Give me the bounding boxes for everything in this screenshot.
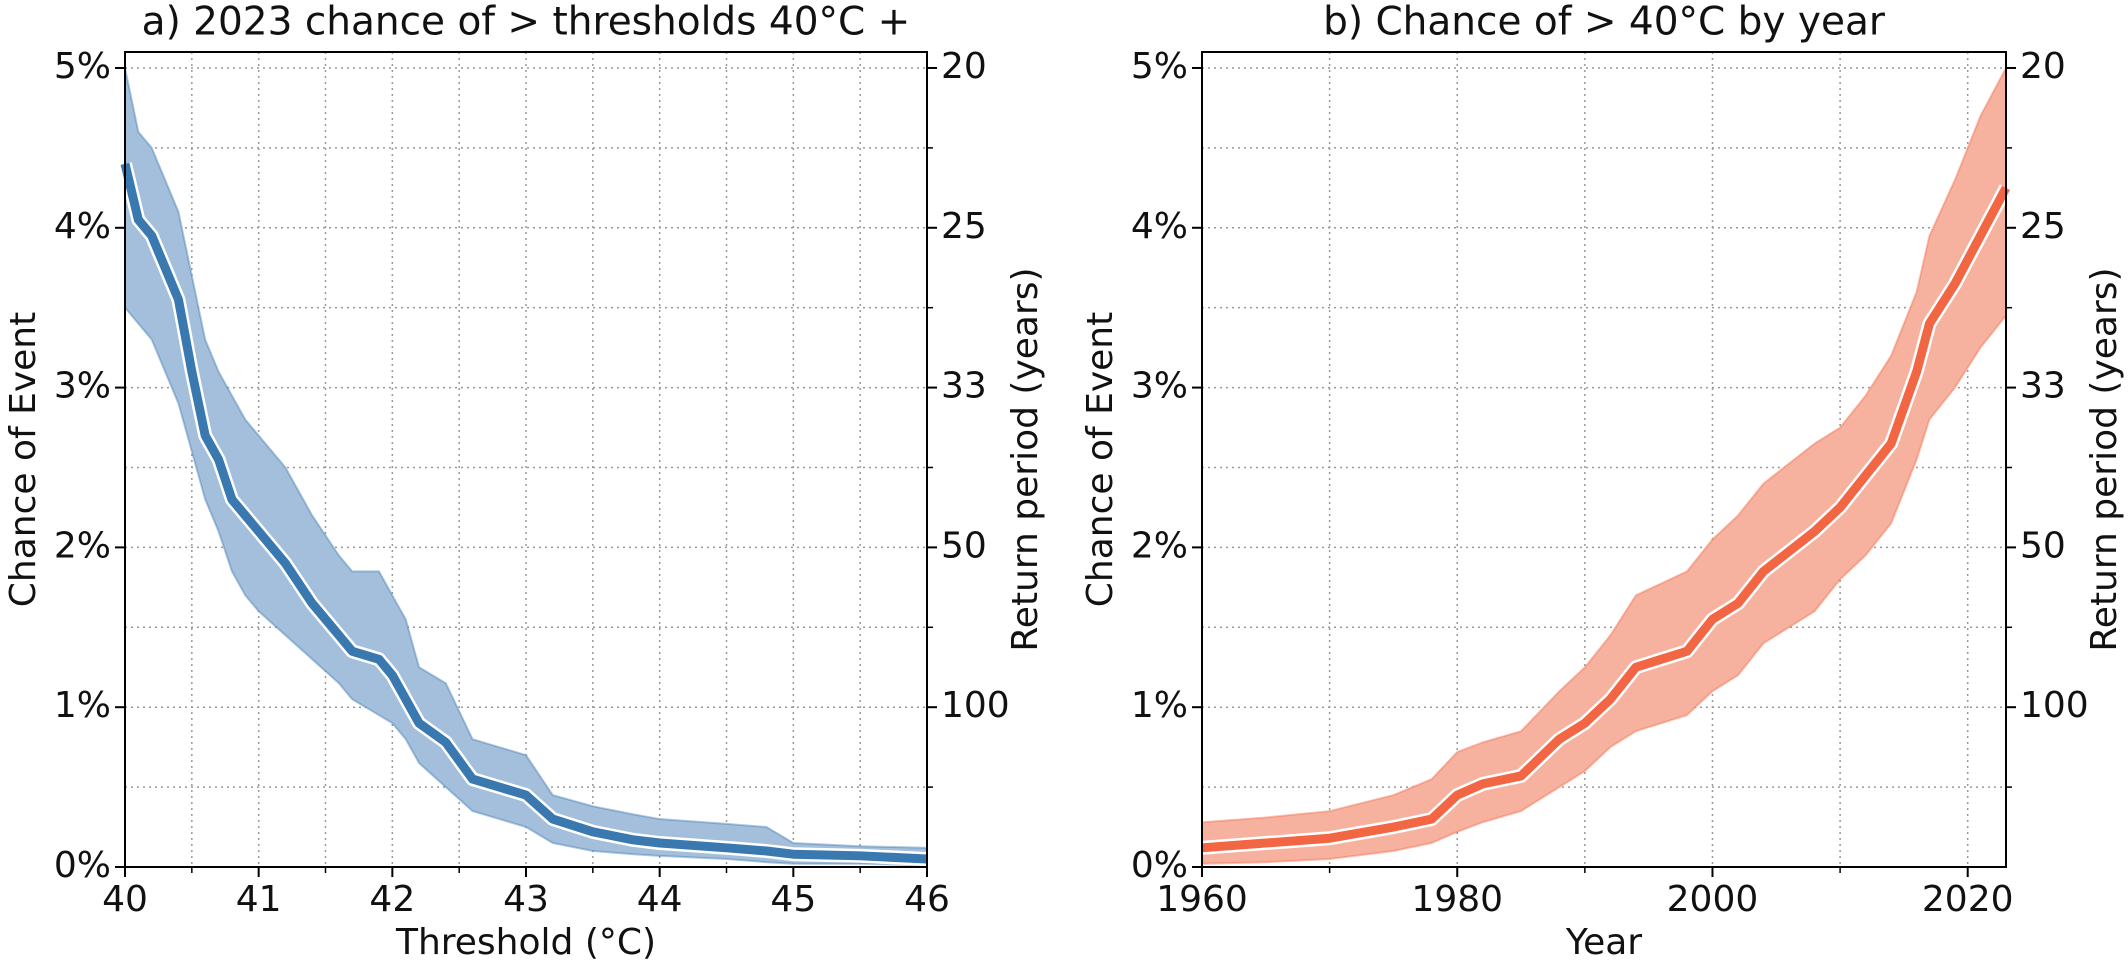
x-axis-label: Threshold (°C) (395, 922, 656, 963)
y-tick-label: 3% (54, 366, 111, 407)
x-tick-label: 2020 (1922, 879, 2014, 920)
y2-tick-label: 25 (941, 206, 987, 247)
y2-tick-label: 50 (2020, 525, 2066, 566)
median-line (1201, 185, 2010, 853)
chart-title: a) 2023 chance of > thresholds 40°C + (142, 0, 911, 45)
y2-tick-label: 20 (2020, 46, 2066, 87)
y2-tick-label: 50 (941, 525, 987, 566)
y-tick-label: 5% (1131, 46, 1188, 87)
y-tick-label: 2% (54, 525, 111, 566)
x-tick-label: 41 (236, 879, 282, 920)
chart-title: b) Chance of > 40°C by year (1323, 0, 1886, 45)
x-tick-label: 46 (904, 879, 950, 920)
y-axis-label: Chance of Event (3, 312, 44, 608)
median-line (120, 162, 928, 864)
y-tick-label: 0% (54, 845, 111, 886)
x-tick-label: 42 (369, 879, 415, 920)
y-axis-label: Chance of Event (1080, 312, 1121, 608)
y2-tick-label: 100 (2020, 685, 2089, 726)
x-tick-label: 1980 (1411, 879, 1503, 920)
y-tick-label: 4% (54, 206, 111, 247)
y2-axis-label: Return period (years) (1005, 267, 1046, 651)
x-tick-label: 1960 (1156, 879, 1248, 920)
x-tick-label: 2000 (1667, 879, 1759, 920)
y-tick-label: 4% (1131, 206, 1188, 247)
y-tick-label: 0% (1131, 845, 1188, 886)
panel: 40 41 42 43 44 45 46 0% 1% 2% 3% 4% 5% 20 25 33 50 100 a) … (3, 0, 1046, 963)
y-tick-label: 3% (1131, 366, 1188, 407)
x-tick-label: 43 (503, 879, 549, 920)
y2-tick-label: 33 (2020, 366, 2066, 407)
y2-tick-label: 25 (2020, 206, 2066, 247)
y-tick-label: 5% (54, 46, 111, 87)
y2-tick-label: 33 (941, 366, 987, 407)
x-tick-label: 40 (102, 879, 148, 920)
y-tick-label: 1% (1131, 685, 1188, 726)
y2-axis-label: Return period (years) (2084, 267, 2125, 651)
y2-tick-label: 100 (941, 685, 1010, 726)
x-axis-label: Year (1565, 922, 1642, 963)
uncertainty-band (1201, 67, 2007, 865)
y2-tick-label: 20 (941, 46, 987, 87)
y-tick-label: 2% (1131, 525, 1188, 566)
x-tick-label: 45 (770, 879, 816, 920)
y-tick-label: 1% (54, 685, 111, 726)
panel: 1960 1980 2000 2020 0% 1% 2% 3% 4% 5% 20 25 33 50 100 b… (1080, 0, 2125, 963)
x-tick-label: 44 (637, 879, 683, 920)
plot-frame (1201, 51, 2007, 868)
